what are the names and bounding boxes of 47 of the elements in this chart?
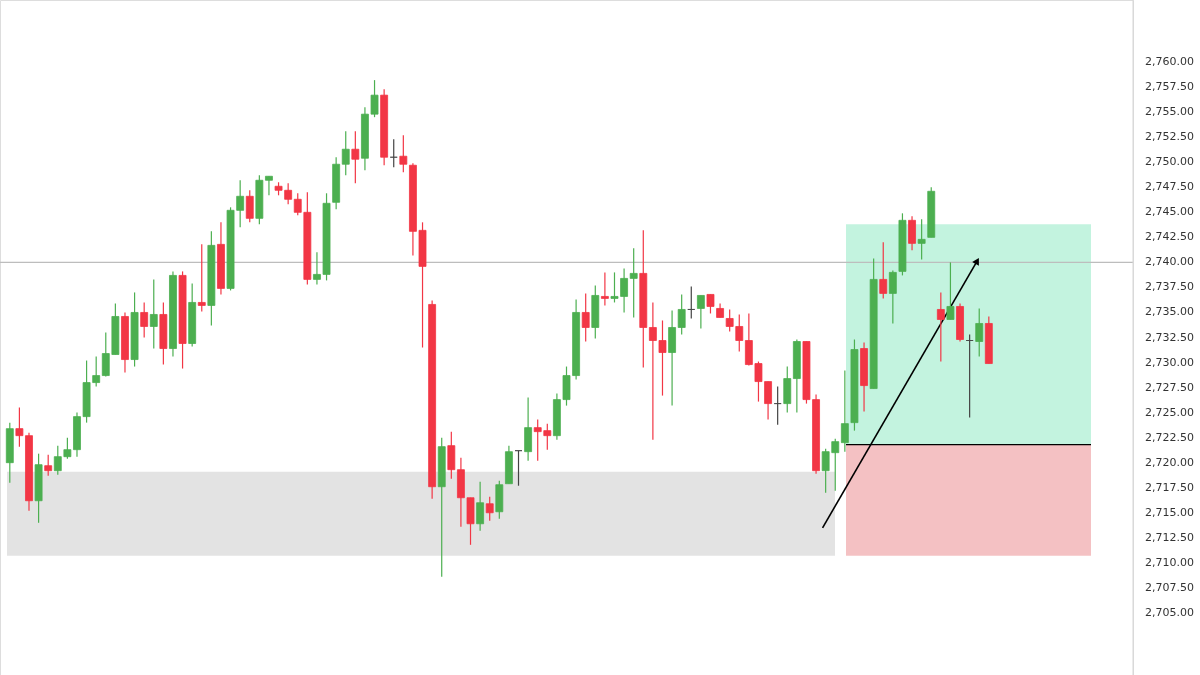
candlestick (840, 369, 849, 453)
y-tick-label: 2,750.00 (1145, 155, 1194, 169)
y-tick-label: 2,730.00 (1145, 355, 1194, 369)
candlestick (341, 130, 350, 176)
candlestick (706, 293, 715, 315)
candlestick (140, 301, 149, 339)
candlestick (879, 241, 888, 300)
candlestick (629, 247, 638, 319)
candlestick (351, 130, 360, 184)
candlestick (44, 454, 53, 477)
y-tick-label: 2,712.50 (1145, 530, 1194, 544)
candlestick (946, 261, 955, 321)
y-tick-label: 2,727.50 (1145, 380, 1194, 394)
y-tick-label: 2,740.00 (1145, 255, 1194, 269)
y-tick-label: 2,747.50 (1145, 180, 1194, 194)
y-tick-label: 2,722.50 (1145, 430, 1194, 444)
y-tick-label: 2,737.50 (1145, 280, 1194, 294)
candlestick (696, 294, 705, 330)
y-tick-label: 2,715.00 (1145, 505, 1194, 519)
candlestick (677, 293, 686, 336)
y-tick-label: 2,710.00 (1145, 555, 1194, 569)
candlestick (936, 291, 945, 363)
candlestick (888, 269, 897, 325)
y-tick-label: 2,752.50 (1145, 130, 1194, 144)
y-tick-label: 2,732.50 (1145, 330, 1194, 344)
candlestick (908, 215, 916, 251)
y-tick-label: 2,760.00 (1145, 55, 1194, 69)
candlestick (197, 243, 206, 313)
y-tick-label: 2,742.50 (1145, 230, 1194, 244)
candlestick (581, 292, 590, 343)
y-tick-label: 2,720.00 (1145, 455, 1194, 469)
candlestick (600, 271, 609, 307)
candlestick (245, 189, 254, 223)
y-tick-label: 2,705.00 (1145, 605, 1194, 619)
candlestick (149, 278, 158, 350)
candlestick (399, 134, 408, 173)
y-tick-label: 2,755.00 (1145, 105, 1194, 119)
y-tick-label: 2,757.50 (1145, 80, 1194, 94)
y-tick-label: 2,725.00 (1145, 405, 1194, 419)
y-tick-label: 2,717.50 (1145, 480, 1194, 494)
y-tick-label: 2,735.00 (1145, 305, 1194, 319)
y-tick-label: 2,745.00 (1145, 205, 1194, 219)
candlestick (975, 307, 984, 358)
y-tick-label: 2,707.50 (1145, 580, 1194, 594)
candlestick (485, 496, 494, 522)
candlestick (476, 481, 485, 532)
candlestick (917, 218, 926, 260)
